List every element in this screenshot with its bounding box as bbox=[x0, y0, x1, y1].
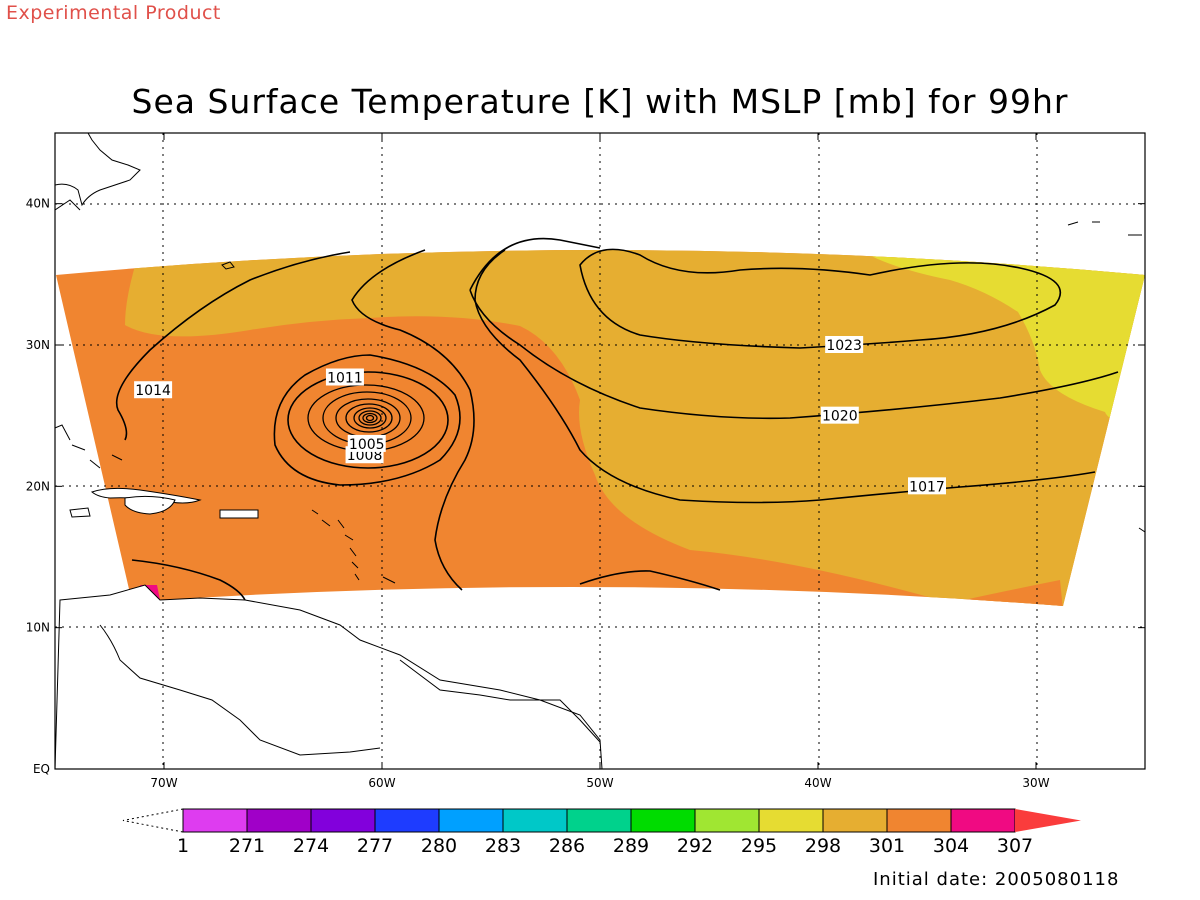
colorbar-swatch bbox=[694, 808, 760, 833]
lat-tick-label: EQ bbox=[33, 762, 50, 776]
svg-text:1011: 1011 bbox=[327, 371, 363, 387]
svg-text:1017: 1017 bbox=[909, 479, 945, 495]
isobar-1008 bbox=[287, 371, 449, 469]
lon-tick-label: 30W bbox=[1022, 776, 1049, 790]
colorbar-label: 304 bbox=[933, 835, 969, 857]
coast-jamaica bbox=[69, 507, 91, 518]
colorbar-label: 271 bbox=[229, 835, 265, 857]
colorbar-low-arrow bbox=[122, 808, 184, 833]
lat-tick-label: 20N bbox=[26, 479, 50, 493]
experimental-product-label: Experimental Product bbox=[6, 2, 221, 24]
axis-ticks: 70W 60W 50W 40W 30W EQ 10N 20N 30N 40N bbox=[26, 133, 1145, 790]
coast-lesser-antilles bbox=[311, 509, 396, 584]
coast-bahamas bbox=[55, 424, 123, 469]
colorbar-label: 298 bbox=[805, 835, 841, 857]
isobars bbox=[116, 237, 1119, 601]
colorbar-swatch bbox=[630, 808, 696, 833]
colorbar-swatch bbox=[886, 808, 952, 833]
svg-text:1005: 1005 bbox=[349, 437, 385, 453]
sst-region-295-298 bbox=[860, 250, 1145, 425]
colorbar-label: 274 bbox=[293, 835, 329, 857]
isobar-label-1011: 1011 bbox=[325, 368, 364, 387]
svg-text:1008: 1008 bbox=[347, 448, 383, 464]
coast-puerto-rico bbox=[219, 509, 259, 519]
coast-north-america bbox=[55, 133, 141, 207]
coast-north-america-2 bbox=[55, 199, 81, 211]
colorbar-swatch bbox=[310, 808, 376, 833]
lat-tick-label: 30N bbox=[26, 338, 50, 352]
colorbar-label: 286 bbox=[549, 835, 585, 857]
isobar-1014 bbox=[116, 251, 351, 441]
colorbar-label: 1 bbox=[177, 835, 189, 857]
initial-date: Initial date: 2005080118 bbox=[873, 869, 1120, 890]
lon-tick-label: 50W bbox=[586, 776, 613, 790]
isobar-1011 bbox=[273, 354, 461, 486]
colorbar-swatch bbox=[182, 808, 248, 833]
coast-northeast-island bbox=[221, 261, 235, 270]
colorbar-high-arrow bbox=[1015, 809, 1081, 832]
colorbar-swatch bbox=[246, 808, 312, 833]
colorbar-swatch bbox=[438, 808, 504, 833]
lon-tick-label: 70W bbox=[150, 776, 177, 790]
isobar-1014-d bbox=[579, 570, 721, 591]
isobar-1017 bbox=[474, 249, 1096, 504]
lat-tick-label: 10N bbox=[26, 621, 50, 635]
colorbar-label: 289 bbox=[613, 835, 649, 857]
coast-south-america bbox=[55, 584, 603, 769]
coast-south-america-detail bbox=[99, 624, 601, 756]
colorbar-label: 295 bbox=[741, 835, 777, 857]
isobar-label-1020: 1020 bbox=[820, 406, 859, 425]
colorbar-swatch bbox=[822, 808, 888, 833]
colorbar-label: 301 bbox=[869, 835, 905, 857]
isobar-1014-c bbox=[131, 559, 246, 601]
lat-tick-label: 40N bbox=[26, 197, 50, 211]
lon-tick-label: 40W bbox=[804, 776, 831, 790]
map-title: Sea Surface Temperature [K] with MSLP [m… bbox=[131, 82, 1069, 121]
isobar-label-1023: 1023 bbox=[825, 336, 864, 354]
svg-text:1020: 1020 bbox=[822, 409, 858, 425]
isobar-1020 bbox=[469, 237, 1119, 420]
svg-text:1014: 1014 bbox=[135, 383, 171, 399]
isobar-1023 bbox=[579, 248, 1061, 349]
map-grid bbox=[55, 133, 1145, 769]
colorbar: 1 271 274 277 280 283 286 289 292 295 298 301 304 307 bbox=[122, 808, 1081, 857]
svg-text:1023: 1023 bbox=[826, 338, 862, 354]
colorbar-swatch bbox=[502, 808, 568, 833]
colorbar-swatch bbox=[374, 808, 440, 833]
isobar-label-1017: 1017 bbox=[908, 477, 946, 495]
colorbar-swatch bbox=[950, 808, 1016, 833]
coastlines bbox=[55, 133, 1145, 769]
colorbar-label: 280 bbox=[421, 835, 457, 857]
coast-islands-east bbox=[1067, 221, 1145, 533]
colorbar-swatch bbox=[758, 808, 824, 833]
colorbar-label: 277 bbox=[357, 835, 393, 857]
lon-tick-label: 60W bbox=[368, 776, 395, 790]
isobar-1014-b bbox=[351, 249, 475, 591]
coast-hispaniola bbox=[124, 495, 176, 515]
isobar-label-1005: 1005 bbox=[347, 434, 386, 453]
colorbar-label: 283 bbox=[485, 835, 521, 857]
colorbar-label: 307 bbox=[997, 835, 1033, 857]
isobar-label-1014: 1014 bbox=[134, 381, 173, 399]
colorbar-label: 292 bbox=[677, 835, 713, 857]
colorbar-swatch bbox=[566, 808, 632, 833]
